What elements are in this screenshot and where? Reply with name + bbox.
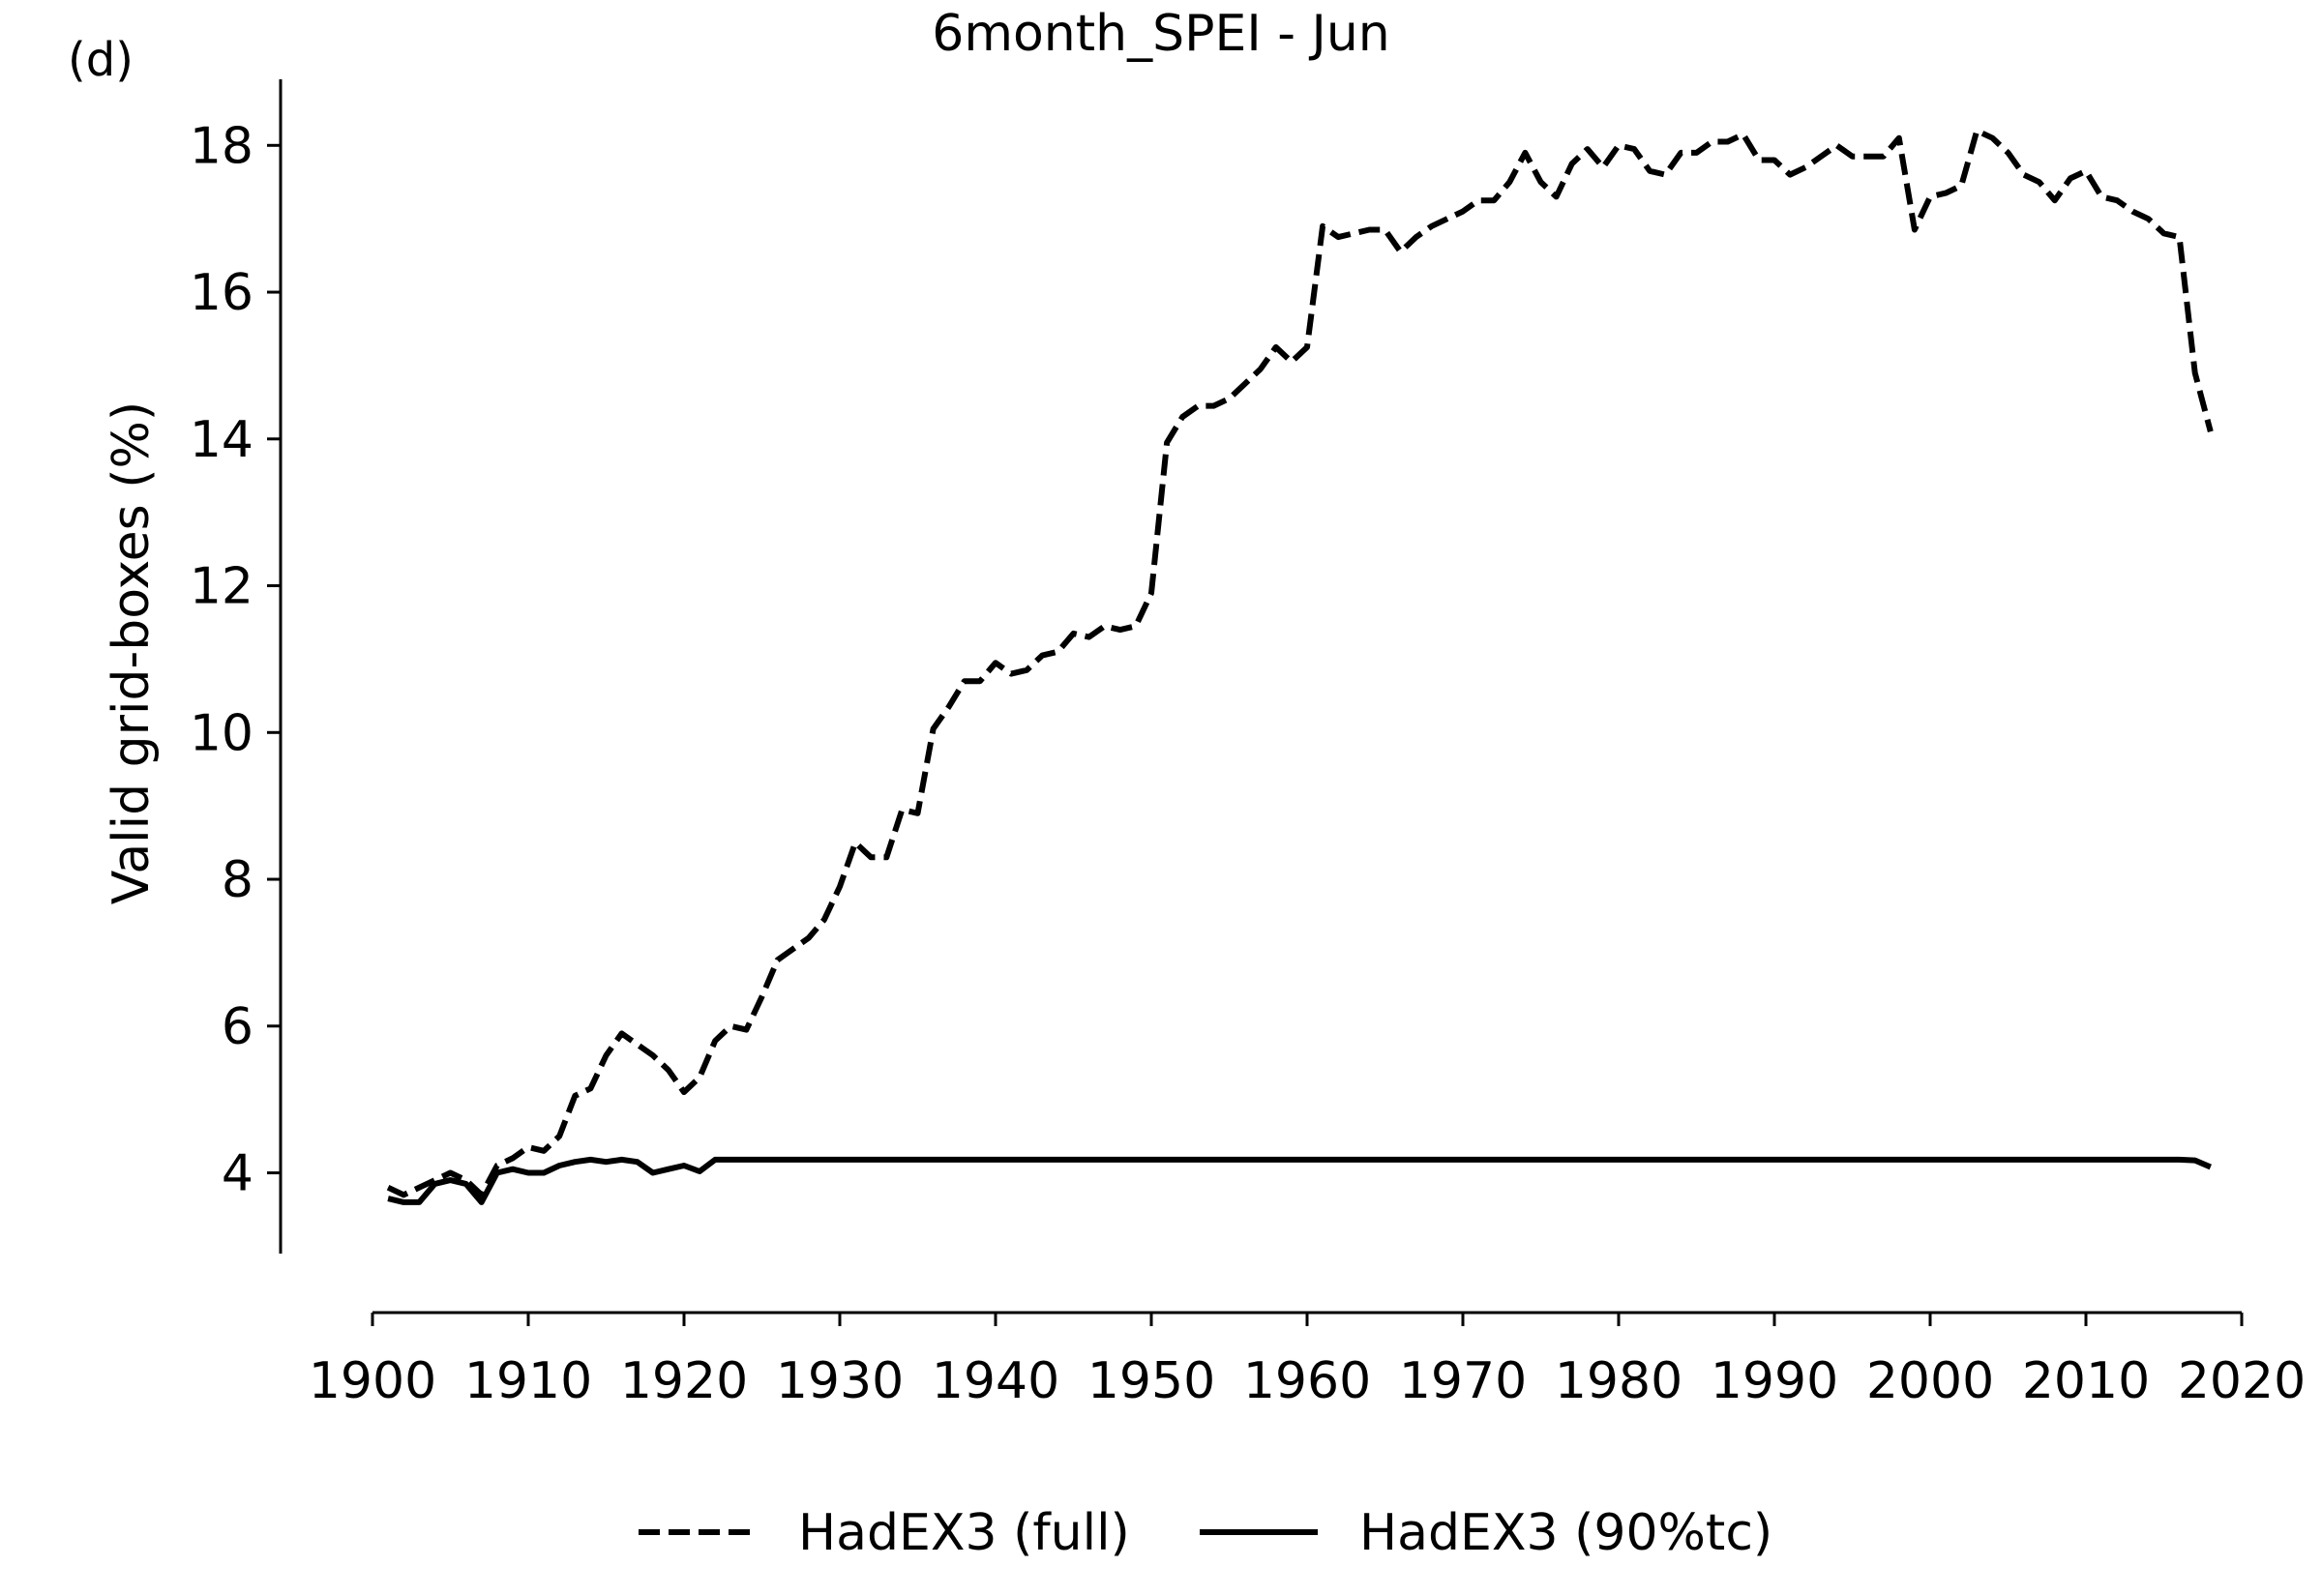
x-tick-label: 1930 [776, 1352, 904, 1410]
x-tick-label: 1960 [1243, 1352, 1371, 1410]
y-ticks: 4 6 8 10 12 14 16 18 [190, 117, 281, 1203]
x-ticks: 1900 1910 1920 1930 1940 1950 1960 1970 1980 1990… [309, 1313, 2306, 1410]
x-tick-label: 1940 [932, 1352, 1059, 1410]
x-tick-label: 2000 [1866, 1352, 1994, 1410]
x-tick-label: 1950 [1087, 1352, 1215, 1410]
x-tick-label: 2010 [2022, 1352, 2150, 1410]
y-tick-label: 10 [190, 704, 253, 762]
legend-label-full: HadEX3 (full) [798, 1504, 1130, 1562]
y-tick-label: 14 [190, 411, 253, 469]
x-tick-label: 1970 [1399, 1352, 1527, 1410]
y-tick-label: 8 [222, 851, 253, 909]
x-tick-label: 1920 [620, 1352, 748, 1410]
x-tick-label: 1980 [1555, 1352, 1682, 1410]
panel-label: (d) [68, 33, 134, 87]
legend: HadEX3 (full) HadEX3 (90%tc) [639, 1504, 1772, 1562]
y-tick-label: 16 [190, 264, 253, 322]
x-tick-label: 1990 [1711, 1352, 1838, 1410]
y-tick-label: 6 [222, 998, 253, 1056]
series-layer [386, 128, 2214, 1205]
series-line-full [386, 128, 2214, 1198]
x-tick-label: 2020 [2178, 1352, 2306, 1410]
series-line-90tc [387, 1156, 2212, 1205]
y-tick-label: 4 [222, 1145, 253, 1203]
chart-title: 6month_SPEI - Jun [932, 5, 1389, 63]
legend-label-90tc: HadEX3 (90%tc) [1359, 1504, 1772, 1562]
y-axis-label: Valid grid-boxes (%) [103, 401, 161, 904]
y-tick-label: 18 [190, 117, 253, 175]
y-tick-label: 12 [190, 558, 253, 616]
x-tick-label: 1900 [309, 1352, 436, 1410]
x-tick-label: 1910 [464, 1352, 592, 1410]
